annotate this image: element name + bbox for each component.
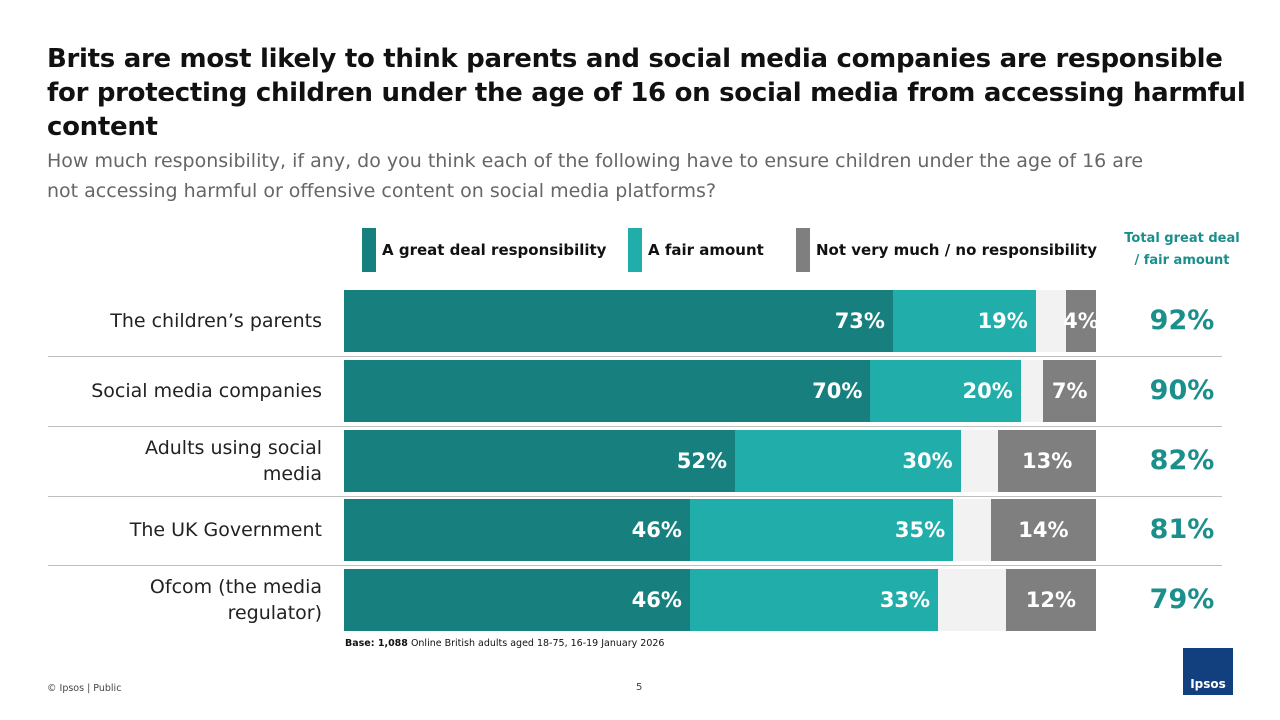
data-label: 14% xyxy=(1018,518,1069,542)
bar-segment xyxy=(344,569,690,631)
legend-label: A fair amount xyxy=(648,241,764,259)
data-label: 46% xyxy=(631,588,682,612)
total-value: 82% xyxy=(1149,445,1215,476)
bar-segment xyxy=(1065,290,1096,352)
bar-segment xyxy=(998,430,1096,492)
row-separator xyxy=(48,356,1222,357)
row-separator xyxy=(48,496,1222,497)
data-label: 12% xyxy=(1025,588,1077,612)
totals-header: Total great deal / fair amount xyxy=(1124,231,1240,268)
data-label: 4% xyxy=(1063,309,1099,333)
legend-swatch xyxy=(628,228,642,272)
category-label: Adults using social media xyxy=(145,437,322,485)
category-label: Social media companies xyxy=(91,380,322,402)
data-label: 73% xyxy=(834,309,885,333)
category-label: The UK Government xyxy=(129,519,322,541)
bar-segment xyxy=(1005,569,1096,631)
data-label: 33% xyxy=(879,588,931,612)
data-label: 52% xyxy=(676,449,728,473)
data-label: 35% xyxy=(894,518,946,542)
page-number: 5 xyxy=(636,682,643,693)
legend-label: Not very much / no responsibility xyxy=(816,241,1098,259)
bar-segment xyxy=(1043,360,1096,422)
bar-segment xyxy=(870,360,1021,422)
bar-segment xyxy=(892,290,1036,352)
bar-segment xyxy=(735,430,961,492)
bar-segment xyxy=(990,499,1096,561)
data-label: 20% xyxy=(962,379,1013,403)
bar-segment xyxy=(689,499,954,561)
bar-segment xyxy=(689,569,939,631)
category-label: Ofcom (the media regulator) xyxy=(149,576,322,624)
total-value: 79% xyxy=(1149,584,1215,615)
chart-subtitle: How much responsibility, if any, do you … xyxy=(47,150,1144,202)
data-label: 19% xyxy=(977,309,1028,333)
data-label: 70% xyxy=(812,379,863,403)
base-text: Online British adults aged 18-75, 16-19 … xyxy=(410,638,665,649)
legend-swatch xyxy=(796,228,810,272)
base-note: Base: 1,088 Online British adults aged 1… xyxy=(345,638,664,649)
row-separator xyxy=(48,565,1222,566)
category-label: The children’s parents xyxy=(110,310,322,332)
data-label: 46% xyxy=(631,518,682,542)
logo-text: Ipsos xyxy=(1190,677,1226,691)
footer: © Ipsos | Public xyxy=(47,683,122,694)
total-value: 81% xyxy=(1149,514,1215,545)
chart-title: Brits are most likely to think parents a… xyxy=(47,44,1246,142)
bar-segment xyxy=(344,430,736,492)
bar-segment xyxy=(344,499,690,561)
bar-segment xyxy=(344,290,893,352)
data-label: 7% xyxy=(1051,379,1088,403)
total-value: 92% xyxy=(1149,305,1215,336)
legend-label: A great deal responsibility xyxy=(382,241,607,259)
total-value: 90% xyxy=(1149,375,1215,406)
data-label: 30% xyxy=(902,449,953,473)
data-label: 13% xyxy=(1021,449,1073,473)
logo: Ipsos xyxy=(1183,648,1233,695)
legend-swatch xyxy=(362,228,376,272)
base-label: Base: 1,088 xyxy=(345,638,408,649)
row-separator xyxy=(48,426,1222,427)
bar-segment xyxy=(344,360,871,422)
